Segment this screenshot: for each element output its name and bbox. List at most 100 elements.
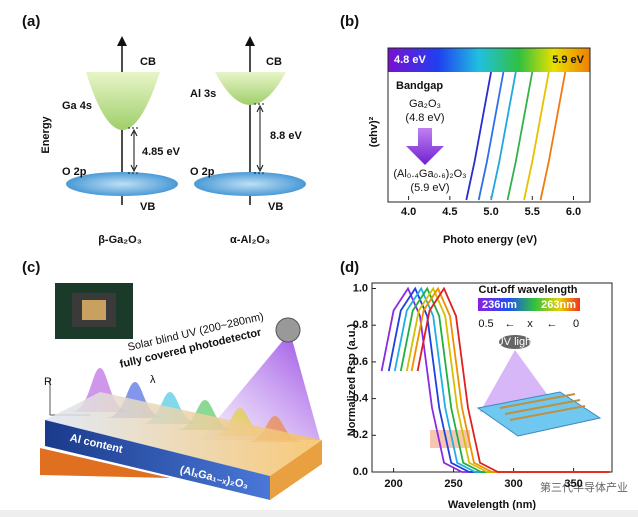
x-axis-label: Wavelength (nm) xyxy=(448,499,537,511)
electrodes xyxy=(499,393,586,421)
gap-arrowheads xyxy=(256,104,264,173)
y-tick-label: 0.6 xyxy=(353,356,368,368)
panel-d: (d) Normalized Rsp (a.u.) Wavelength (nm… xyxy=(340,259,628,511)
band-label: CB xyxy=(266,56,282,68)
line xyxy=(477,72,505,201)
colorbar xyxy=(388,48,590,72)
line xyxy=(393,286,610,473)
material-label: α-Al₂O₃ xyxy=(230,234,270,246)
y-tick-label: 0.0 xyxy=(353,466,368,478)
line xyxy=(523,72,550,201)
line xyxy=(405,286,610,473)
arrowhead xyxy=(245,36,255,46)
annotation: (Al₀.₄Ga₀.₆)₂O₃ xyxy=(393,168,466,180)
band-label: VB xyxy=(268,201,283,213)
plot-series xyxy=(465,72,567,201)
slab-base xyxy=(40,448,170,478)
line xyxy=(539,72,567,201)
x-tick-label: 4.5 xyxy=(442,206,457,218)
valence-band xyxy=(66,172,178,196)
uv-lamp xyxy=(499,335,531,349)
annotation: 263nm xyxy=(541,299,576,311)
annotation: ← xyxy=(505,318,516,330)
line xyxy=(465,72,492,201)
axis-label: R xyxy=(44,376,52,388)
x-tick-label: 5.5 xyxy=(525,206,540,218)
y-axis-label: (αhv)² xyxy=(368,116,380,147)
level-mark xyxy=(254,103,266,174)
y-tick-label: 0.4 xyxy=(353,393,369,405)
uv-beam xyxy=(200,332,320,440)
x-tick-label: 350 xyxy=(564,478,582,490)
annotation: Ga₂O₃ xyxy=(409,98,441,110)
conduction-band xyxy=(215,72,286,105)
line xyxy=(380,286,610,473)
level-mark xyxy=(128,127,140,174)
line xyxy=(399,286,610,473)
colorbar-label: 5.9 eV xyxy=(552,54,584,66)
x-tick-label: 4.0 xyxy=(401,206,416,218)
annotation: UV light xyxy=(496,336,535,348)
panel-a: (a) Energy CB Ga 4s 4.85 eV O 2p VB β-Ga… xyxy=(22,13,306,246)
y-axis-label: Normalized Rsp (a.u.) xyxy=(346,323,358,436)
panel-b: (b) 4.8 eV 5.9 eV Bandgap Ga₂O₃ (4.8 eV)… xyxy=(340,13,590,246)
band-label: CB xyxy=(140,56,156,68)
slab-top xyxy=(45,392,322,476)
x-tick-label: 6.0 xyxy=(566,206,581,218)
panel-label: (d) xyxy=(340,259,359,276)
x-axis-label: Photo energy (eV) xyxy=(443,234,537,246)
axis-label: λ xyxy=(150,374,156,386)
plot-frame xyxy=(371,282,613,473)
slab-side xyxy=(270,440,322,500)
colorbar-label: 4.8 eV xyxy=(394,54,426,66)
plot-series xyxy=(380,286,610,473)
x-tick-label: 200 xyxy=(384,478,402,490)
line xyxy=(506,72,534,201)
annotation: Cut-off wavelength xyxy=(479,284,578,296)
orbital-label: O 2p xyxy=(62,166,87,178)
axis-label: Energy xyxy=(40,115,52,153)
panel-label: (c) xyxy=(22,259,40,276)
annotation: 0 xyxy=(573,318,579,330)
panel-c: (c) Solar blind UV (200~280nm) fully cov… xyxy=(22,259,322,500)
x-tick-label: 300 xyxy=(504,478,522,490)
orbital-label: O 2p xyxy=(190,166,215,178)
line xyxy=(387,286,610,473)
panel-label: (b) xyxy=(340,13,359,30)
arrowhead xyxy=(117,36,127,46)
y-tick-label: 0.8 xyxy=(353,319,368,331)
annotation: Bandgap xyxy=(396,80,443,92)
gap-label: 8.8 eV xyxy=(270,130,302,142)
slab-front xyxy=(45,420,270,500)
watermark: 第三代半导体产业 xyxy=(540,480,628,494)
y-tick-label: 0.2 xyxy=(353,429,368,441)
device-window xyxy=(82,300,106,320)
annotation: (4.8 eV) xyxy=(405,112,444,124)
annotation: x xyxy=(527,318,533,330)
uv-lamp xyxy=(275,317,301,343)
annotation: 236nm xyxy=(482,299,517,311)
orbital-label: Ga 4s xyxy=(62,100,92,112)
annotation: 0.5 xyxy=(478,318,493,330)
footer-bar xyxy=(0,510,638,517)
plot-frame xyxy=(387,47,591,203)
annotation: ← xyxy=(547,318,558,330)
line xyxy=(490,72,517,201)
gap-label: 4.85 eV xyxy=(142,146,181,158)
annotation: (5.9 eV) xyxy=(410,182,449,194)
gap-arrowheads xyxy=(130,128,138,173)
x-tick-label: 250 xyxy=(444,478,462,490)
arrow xyxy=(406,128,444,165)
line xyxy=(416,286,610,473)
orbital-label: Al 3s xyxy=(190,88,216,100)
conduction-band xyxy=(86,72,160,130)
band-label: VB xyxy=(140,201,155,213)
panel-label: (a) xyxy=(22,13,40,30)
material-label: β-Ga₂O₃ xyxy=(98,234,142,246)
x-tick-label: 5.0 xyxy=(483,206,498,218)
line xyxy=(410,286,610,473)
valence-band xyxy=(194,172,306,196)
colorbar xyxy=(478,298,580,311)
y-tick-label: 1.0 xyxy=(353,282,368,294)
